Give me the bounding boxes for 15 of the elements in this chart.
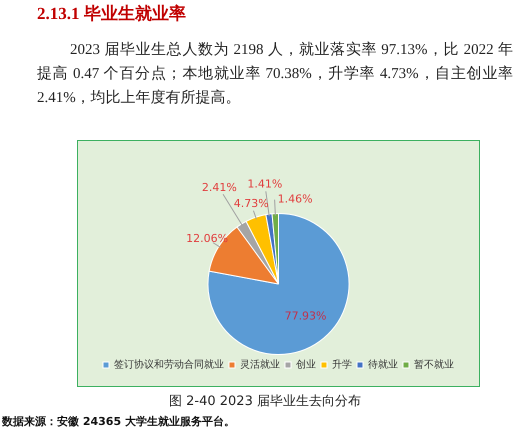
data-label: 1.41%	[247, 177, 282, 190]
source-note: 数据来源：安徽 24365 大学生就业服务平台。	[2, 414, 235, 429]
chart-title: 2.13.1 毕业生就业率	[37, 3, 186, 25]
legend-label: 签订协议和劳动合同就业	[114, 358, 224, 371]
chart-subtitle: 2023 届毕业生总人数为 2198 人，就业落实率 97.13%，比 2022 年提高 0.47 个百分点；本地就业率 70.38%，升学率 4.73%，自主创业率 2.41%，均比上年度有所提高。	[37, 40, 513, 108]
data-label: 77.93%	[284, 309, 327, 322]
legend-label: 灵活就业	[240, 358, 280, 371]
legend-label: 暂不就业	[414, 358, 454, 371]
legend-label: 待就业	[368, 358, 398, 371]
data-label: 4.73%	[234, 196, 269, 210]
data-label: 2.41%	[202, 181, 237, 194]
legend-label: 升学	[332, 358, 352, 371]
data-label: 1.46%	[278, 192, 313, 206]
caption: 图 2-40 2023 届毕业生去向分布	[168, 393, 362, 410]
legend-label: 创业	[296, 358, 316, 371]
